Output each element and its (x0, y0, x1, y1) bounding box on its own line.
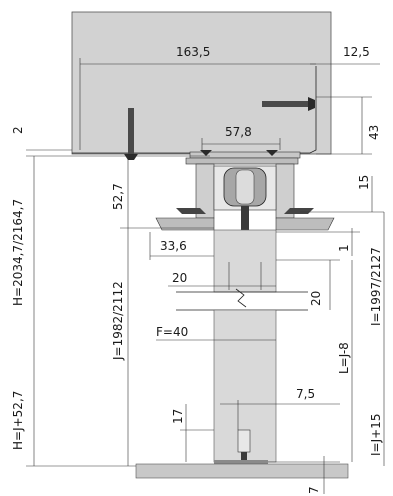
dim-20-vertical: 20 (309, 291, 323, 306)
dim-l: L=J-8 (337, 342, 351, 374)
dim-j: J=1982/2112 (111, 281, 125, 361)
dim-i: I=1997/2127 (369, 247, 383, 326)
dim-43: 43 (367, 125, 381, 140)
dim-h-expr: H=J+52,7 (11, 391, 25, 450)
dim-52: 52,7 (111, 183, 125, 210)
roller (223, 167, 267, 207)
small-screw-left (200, 150, 212, 156)
dim-f40: F=40 (156, 325, 188, 339)
hanger-bolt (241, 206, 249, 230)
dim-h-total: H=2034,7/2164,7 (11, 199, 25, 306)
dim-2: 2 (11, 126, 25, 134)
dim-i-expr: I=J+15 (369, 414, 383, 456)
dim-163: 163,5 (176, 45, 210, 59)
small-screw-right (266, 150, 278, 156)
dim-12: 12,5 (343, 45, 370, 59)
floor-guide (214, 429, 268, 464)
vertical-screw (124, 108, 138, 160)
ceiling-block (71, 11, 332, 155)
horizontal-screw (262, 97, 315, 111)
dim-bottom-7: 7 (307, 486, 321, 494)
dim-15: 15 (357, 175, 371, 190)
dim-20-top: 20 (172, 271, 187, 285)
floor (135, 463, 349, 479)
dim-7-5: 7,5 (296, 387, 315, 401)
break-symbol (176, 288, 308, 311)
dim-57: 57,8 (225, 125, 252, 139)
dim-1: 1 (337, 244, 351, 252)
dim-17: 17 (171, 409, 185, 424)
dim-33: 33,6 (160, 239, 187, 253)
dimension-lines (26, 58, 385, 494)
side-cover-right (275, 208, 335, 231)
door-panel-upper (213, 229, 277, 293)
side-cover-left (155, 208, 215, 231)
